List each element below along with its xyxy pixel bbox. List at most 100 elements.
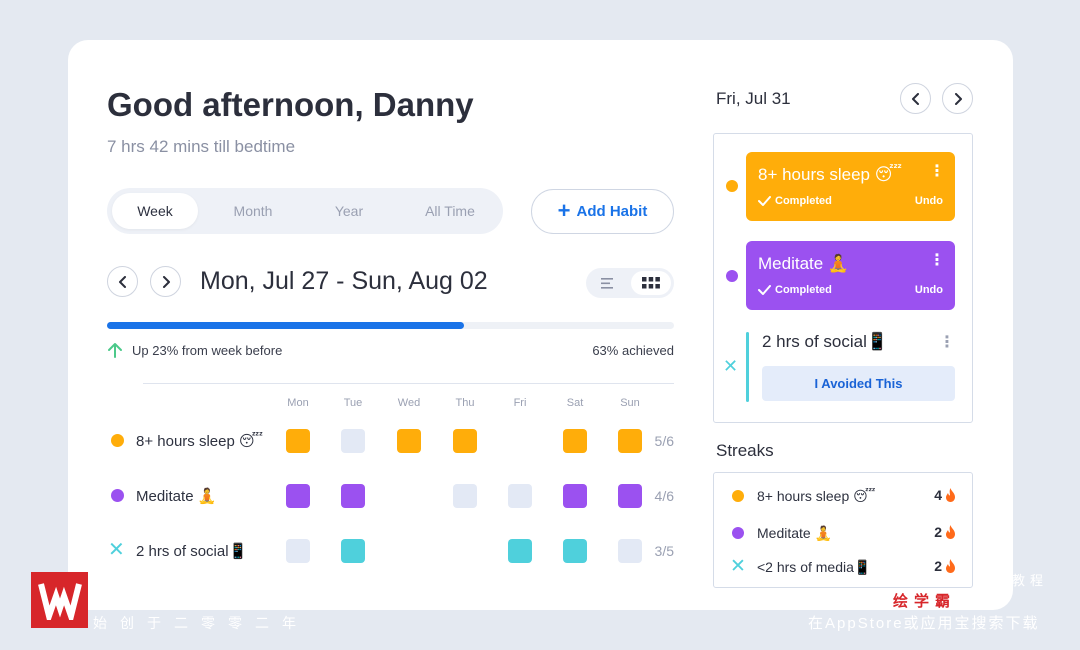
habit-score: 3/5 [654,543,674,559]
habit-row-social: ✕ 2 hrs of social📱 3/5 [107,536,674,566]
chevron-left-icon [911,92,919,105]
sidebar-date: Fri, Jul 31 [716,89,791,108]
flame-icon [946,559,955,573]
habit-card-title: 8+ hours sleep 😴 [758,165,902,184]
tab-month[interactable]: Month [233,203,273,219]
today-habits-panel: 8+ hours sleep 😴 ⋮ Completed Undo Medita… [713,133,973,423]
day-cell-complete[interactable] [453,429,477,453]
habit-card-meditate[interactable]: Meditate 🧘 ⋮ Completed Undo [746,241,955,310]
divider [143,383,674,384]
add-habit-label: Add Habit [576,203,648,220]
trend-text: Up 23% from week before [132,342,283,358]
undo-button[interactable]: Undo [914,284,943,296]
day-cell-incomplete[interactable] [508,484,532,508]
streak-name: <2 hrs of media📱 [757,559,872,575]
flame-icon [946,488,955,502]
watermark-logo [31,572,88,628]
habit-color-dot [726,180,738,192]
tab-year[interactable]: Year [334,203,364,219]
streak-count: 4 [934,487,956,503]
grid-view-icon [642,277,660,289]
day-cell-incomplete[interactable] [341,429,365,453]
streak-count-value: 4 [934,487,942,503]
streak-count: 2 [934,558,956,574]
tab-all-time[interactable]: All Time [425,203,475,219]
habit-row-meditate: Meditate 🧘 4/6 [107,481,674,511]
page-title: Good afternoon, Danny [107,86,474,123]
more-vertical-icon[interactable]: ⋮ [939,334,955,351]
more-vertical-icon[interactable]: ⋮ [929,252,945,269]
day-cell-complete[interactable] [618,429,642,453]
w-logo-icon [37,583,82,620]
habit-color-dot [726,270,738,282]
grid-view-button[interactable] [631,271,671,295]
weekly-progress-fill [107,322,465,329]
avoid-x-icon: ✕ [723,356,739,376]
prev-week-button[interactable] [107,266,138,297]
habit-name: 8+ hours sleep 😴 [136,433,264,450]
day-header-thu: Thu [455,397,475,409]
avoided-this-button[interactable]: I Avoided This [762,366,955,401]
day-cell-complete[interactable] [341,539,365,563]
add-habit-button[interactable]: + Add Habit [531,189,674,234]
completed-label: Completed [775,284,832,296]
day-cell-incomplete[interactable] [286,539,310,563]
range-tabs: Week Month Year All Time [107,188,503,234]
avoid-habit-title: 2 hrs of social📱 [762,332,889,351]
day-header-sun: Sun [620,397,640,409]
list-view-icon [601,277,613,289]
habit-color-dot [732,527,744,539]
habit-color-dot [732,490,744,502]
streak-name: Meditate 🧘 [757,525,833,541]
day-cell-complete[interactable] [397,429,421,453]
day-cell-incomplete[interactable] [618,539,642,563]
prev-day-button[interactable] [900,83,931,114]
habit-name: Meditate 🧘 [136,488,217,505]
watermark-right-top: 教程 [1012,573,1049,588]
plus-icon: + [557,197,571,223]
avoid-x-icon: ✕ [108,539,125,561]
streak-count-value: 2 [934,558,942,574]
next-day-button[interactable] [942,83,973,114]
day-cell-incomplete[interactable] [453,484,477,508]
day-cell-complete[interactable] [618,484,642,508]
day-cell-complete[interactable] [563,539,587,563]
avoid-habit-social: 2 hrs of social📱 ⋮ I Avoided This [746,332,955,402]
habit-color-dot [111,489,124,502]
day-cell-complete[interactable] [563,484,587,508]
day-header-mon: Mon [287,397,309,409]
streak-count: 2 [934,524,956,540]
check-icon [758,285,771,295]
day-cell-complete[interactable] [286,484,310,508]
streaks-title: Streaks [716,441,774,460]
next-week-button[interactable] [150,266,181,297]
week-range-label: Mon, Jul 27 - Sun, Aug 02 [200,267,488,295]
list-view-button[interactable] [588,271,628,295]
habit-row-sleep: 8+ hours sleep 😴 5/6 [107,426,674,456]
weekly-progress-bar [107,322,674,329]
chevron-right-icon [954,92,962,105]
day-cell-complete[interactable] [563,429,587,453]
tab-week[interactable]: Week [112,193,198,229]
streak-count-value: 2 [934,524,942,540]
streak-row-sleep: 8+ hours sleep 😴 4 [714,484,972,508]
habit-score: 4/6 [654,488,674,504]
bedtime-countdown: 7 hrs 42 mins till bedtime [107,137,296,156]
habit-card-sleep[interactable]: 8+ hours sleep 😴 ⋮ Completed Undo [746,152,955,221]
completed-label: Completed [775,195,832,207]
habit-name: 2 hrs of social📱 [136,543,248,560]
avoid-accent-bar [746,332,749,402]
habit-color-dot [111,434,124,447]
avoid-x-icon: ✕ [730,556,746,577]
day-cell-complete[interactable] [286,429,310,453]
streaks-panel: 8+ hours sleep 😴 4 Meditate 🧘 2 ✕ <2 hrs… [713,472,973,588]
watermark-right-bottom: 在AppStore或应用宝搜索下载 [808,615,1040,632]
day-cell-complete[interactable] [508,539,532,563]
day-cell-complete[interactable] [341,484,365,508]
day-header-sat: Sat [566,397,584,409]
more-vertical-icon[interactable]: ⋮ [929,163,945,180]
undo-button[interactable]: Undo [914,195,943,207]
flame-icon [946,525,955,539]
trend-summary: Up 23% from week before [107,342,282,358]
achieved-text: 63% achieved [592,343,674,358]
